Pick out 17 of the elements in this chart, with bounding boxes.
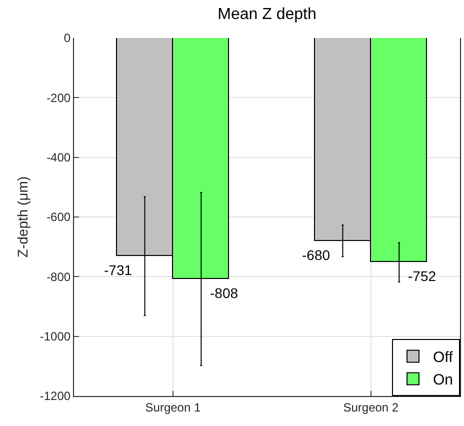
- y-tick-label: -1000: [40, 330, 71, 344]
- data-label: -731: [104, 262, 132, 278]
- data-label: -752: [408, 268, 436, 284]
- x-tick-label: Surgeon 1: [145, 400, 201, 414]
- y-tick-label: -1200: [40, 389, 71, 404]
- y-tick-label: 0: [64, 31, 71, 46]
- y-axis-title: Z-depth (μm): [14, 176, 30, 258]
- x-tick-label: Surgeon 2: [343, 400, 399, 414]
- y-tick-label: -200: [46, 90, 71, 105]
- data-label: -808: [210, 285, 238, 301]
- data-label: -680: [302, 247, 330, 263]
- y-tick-label: -600: [46, 210, 71, 224]
- y-tick-label: -800: [46, 270, 71, 284]
- y-tick-label: -400: [46, 150, 71, 165]
- legend-label: On: [433, 372, 454, 389]
- legend-label: Off: [433, 349, 454, 366]
- chart-title: Mean Z depth: [218, 6, 316, 24]
